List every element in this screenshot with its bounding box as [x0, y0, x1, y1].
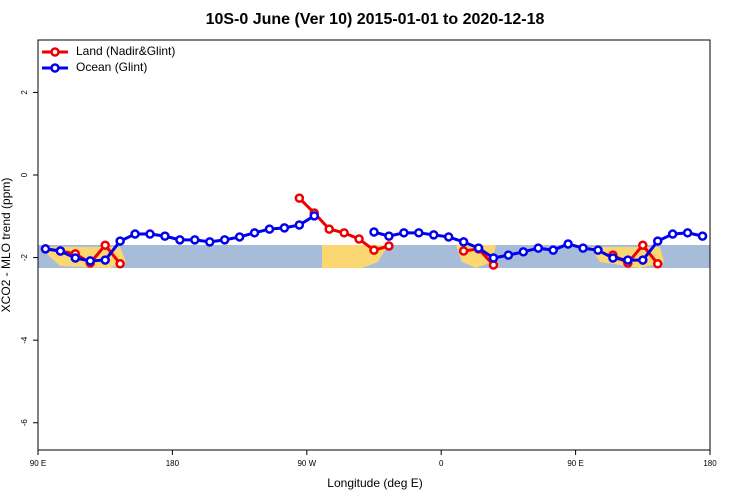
data-point	[473, 243, 484, 253]
x-tick-label: 180	[703, 459, 717, 468]
chart-title: 10S-0 June (Ver 10) 2015-01-01 to 2020-1…	[206, 11, 545, 28]
y-tick-label: -4	[20, 336, 29, 344]
data-point	[548, 245, 558, 255]
data-point	[264, 224, 275, 234]
data-point	[40, 244, 51, 254]
data-point	[503, 250, 514, 260]
data-point	[369, 245, 379, 255]
data-point	[234, 232, 245, 242]
data-point	[667, 229, 678, 239]
data-point	[638, 255, 648, 265]
data-point	[563, 239, 573, 249]
data-point	[130, 229, 140, 239]
data-point	[354, 234, 364, 244]
data-point	[175, 235, 185, 245]
data-point	[190, 235, 200, 245]
data-point	[85, 256, 96, 266]
data-point	[369, 227, 379, 237]
data-point	[458, 246, 469, 256]
x-tick-label: 90 W	[297, 459, 316, 468]
y-tick-label: 2	[20, 90, 29, 95]
data-point	[384, 241, 394, 251]
legend-label: Ocean (Glint)	[76, 60, 147, 74]
data-point	[652, 236, 663, 246]
legend-label: Land (Nadir&Glint)	[76, 44, 175, 58]
data-point	[608, 253, 618, 263]
y-axis-label: XCO2 - MLO trend (ppm)	[0, 178, 13, 313]
x-tick-label: 90 E	[30, 459, 46, 468]
data-point	[309, 211, 320, 221]
data-point	[652, 259, 663, 269]
data-point	[294, 220, 305, 230]
data-point	[249, 228, 260, 238]
legend-marker	[50, 47, 60, 57]
data-point	[384, 231, 394, 241]
plot-frame	[37, 39, 711, 451]
data-point	[160, 231, 170, 241]
data-point	[294, 193, 305, 203]
x-axis-label: Longitude (deg E)	[327, 476, 422, 490]
data-point	[204, 237, 215, 247]
data-point	[219, 235, 230, 245]
data-point	[593, 245, 603, 255]
data-point	[339, 228, 349, 238]
data-point	[488, 253, 499, 263]
x-tick-label: 0	[439, 459, 444, 468]
data-point	[533, 243, 544, 253]
data-point	[443, 232, 454, 242]
data-point	[428, 230, 439, 240]
data-point	[55, 246, 66, 256]
y-tick-label: -6	[20, 419, 29, 427]
data-point	[70, 253, 81, 263]
x-tick-label: 90 E	[567, 459, 583, 468]
data-point	[100, 255, 110, 265]
data-point	[682, 228, 693, 238]
data-point	[697, 231, 708, 241]
data-point	[578, 243, 588, 253]
x-tick-label: 180	[166, 459, 180, 468]
data-point	[115, 259, 125, 269]
data-point	[324, 224, 334, 234]
y-tick-label: 0	[20, 172, 29, 177]
y-tick-label: -2	[20, 253, 29, 261]
data-point	[414, 228, 424, 238]
data-point	[458, 237, 469, 247]
legend-marker	[50, 63, 60, 73]
data-point	[145, 229, 155, 239]
data-point	[279, 223, 290, 233]
data-point	[115, 236, 125, 246]
data-point	[100, 240, 110, 250]
data-point	[638, 240, 648, 250]
data-point	[518, 247, 529, 257]
data-point	[399, 228, 409, 238]
data-point	[623, 255, 633, 265]
